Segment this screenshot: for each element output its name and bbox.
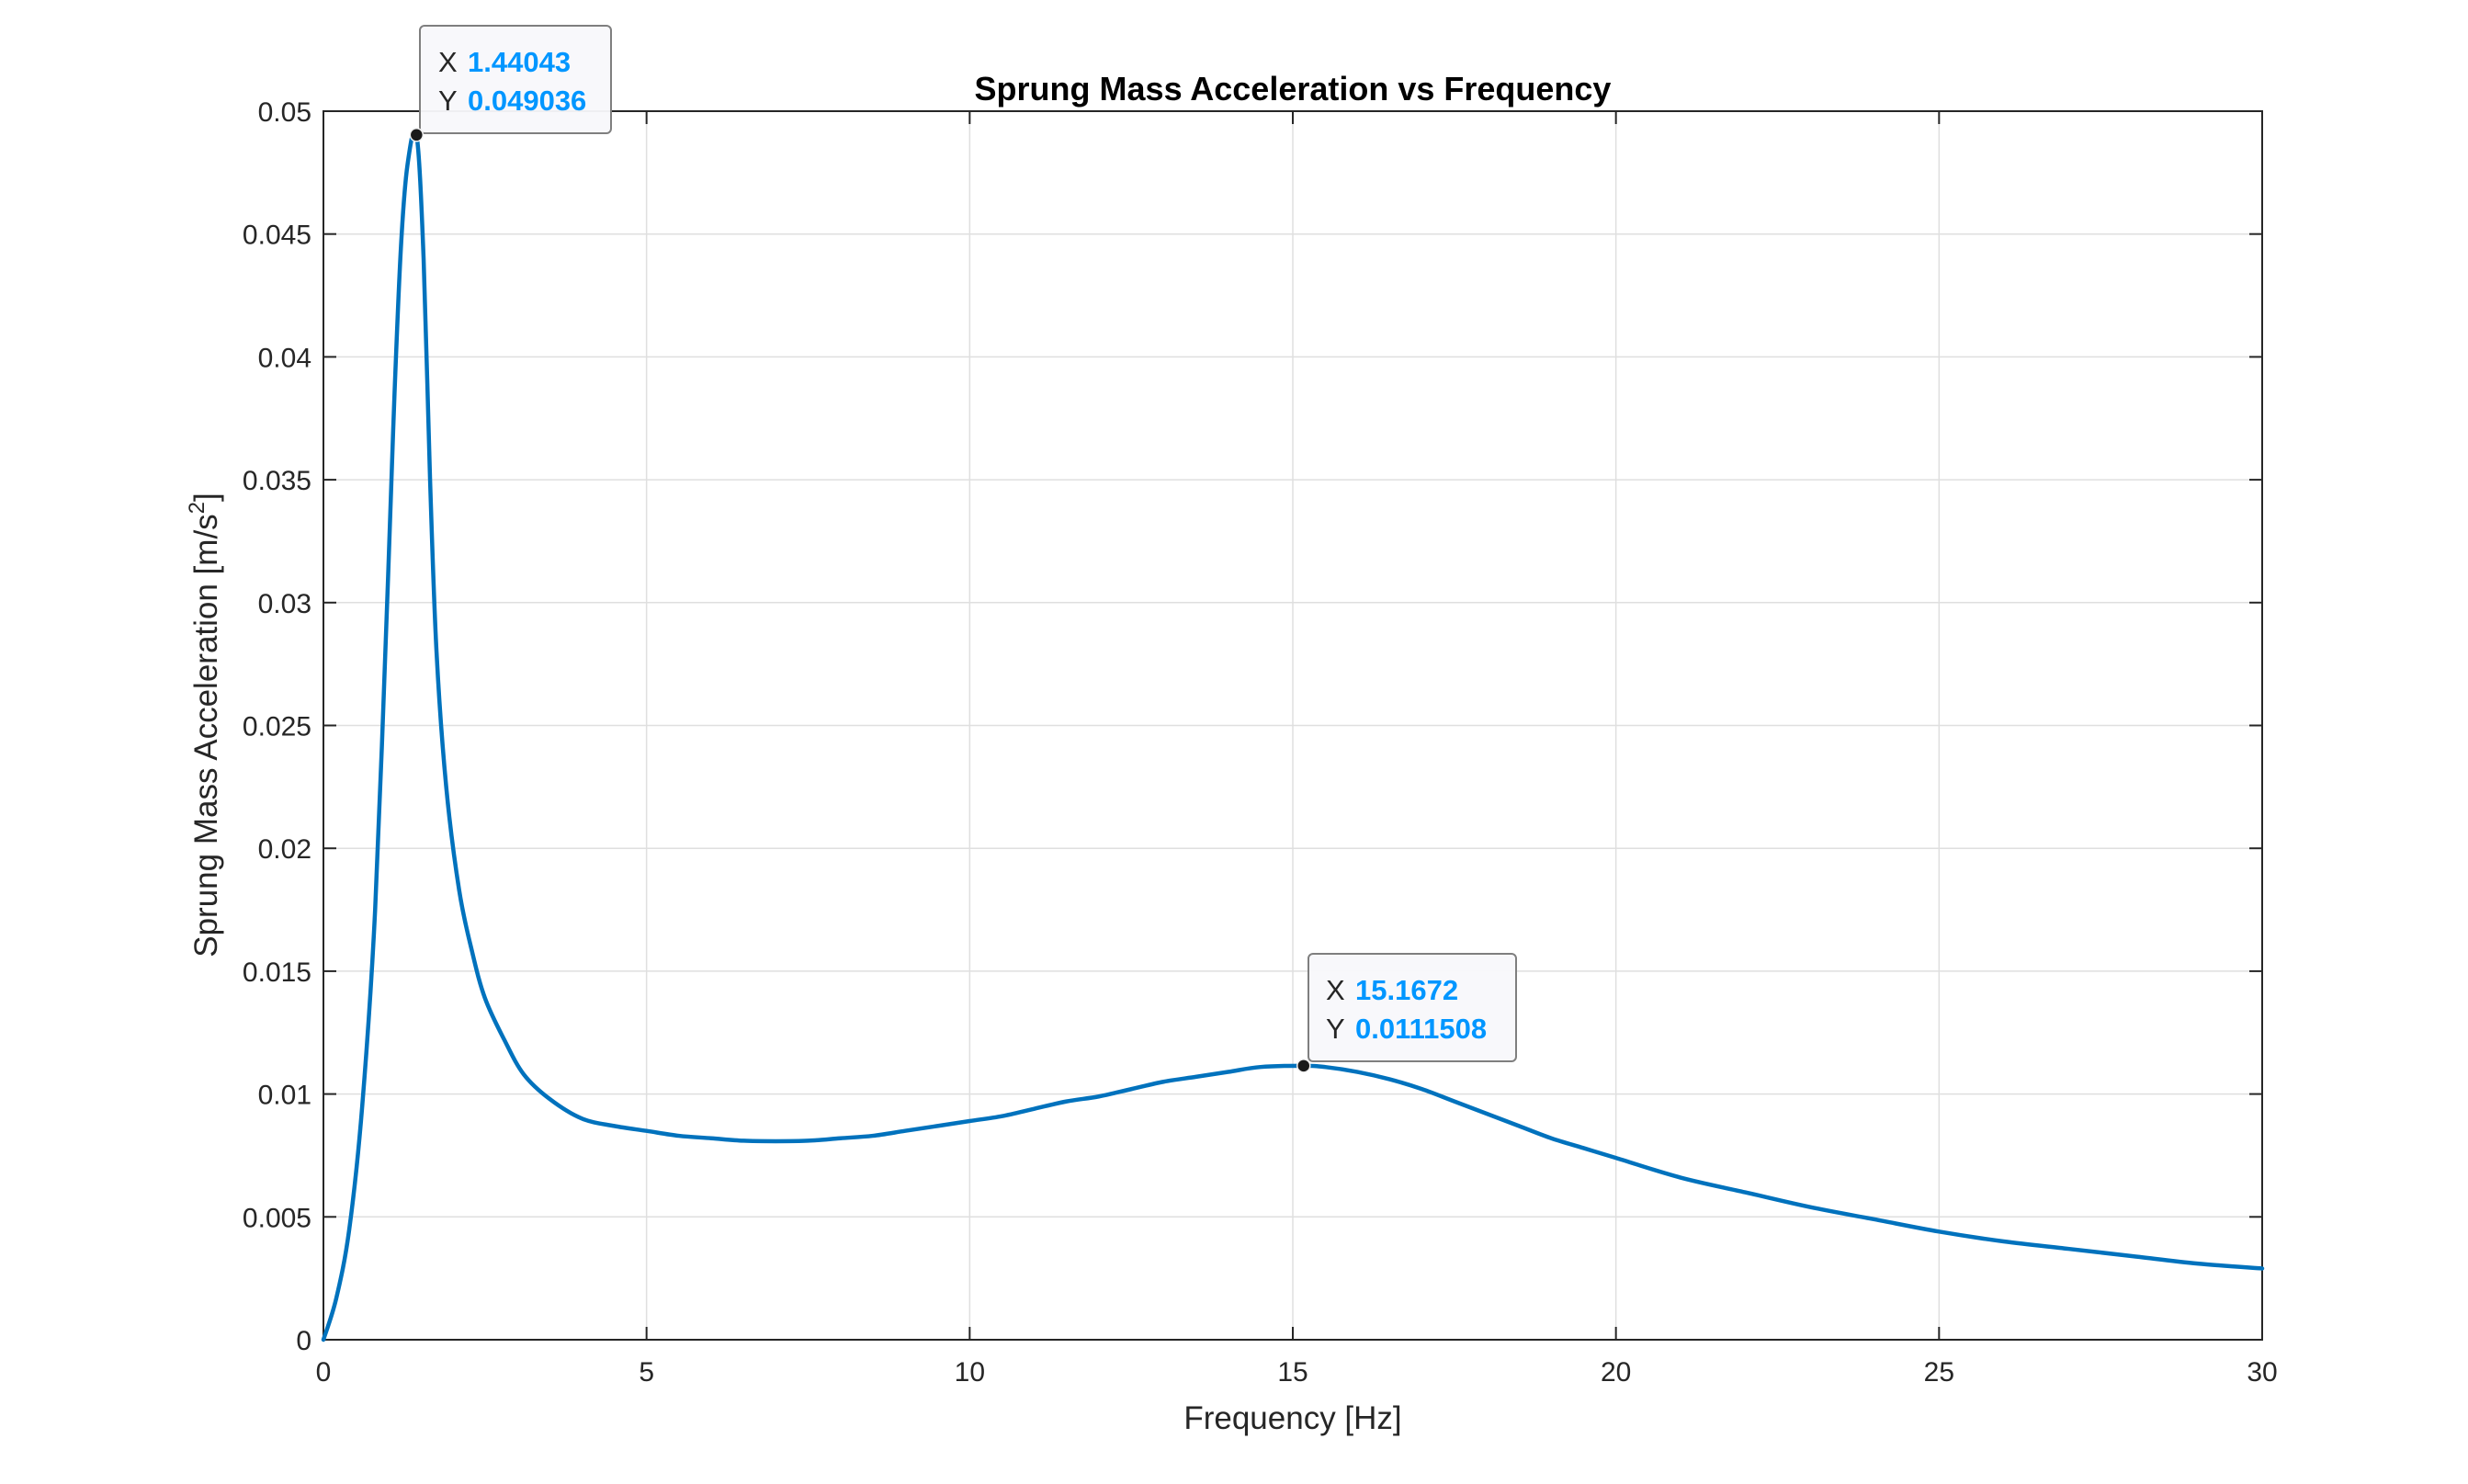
chart-title: Sprung Mass Acceleration vs Frequency: [975, 70, 1612, 108]
plot-area-border: [323, 110, 2263, 1341]
x-tick-label: 0: [316, 1357, 332, 1388]
x-tick-label: 10: [955, 1357, 985, 1388]
datatip-peak-1[interactable]: X 1.44043 Y 0.049036: [409, 25, 612, 142]
series-line: [321, 128, 2265, 1342]
y-tick-label: 0.035: [243, 466, 311, 496]
datatip-y-value: 0.049036: [468, 85, 586, 117]
x-tick-label: 20: [1601, 1357, 1631, 1388]
x-tick-labels: 0 5 10 15 20 25 30: [316, 1357, 2278, 1388]
datatip-x-value: 15.1672: [1355, 974, 1458, 1006]
datatip-box: [419, 25, 612, 134]
y-tick-label: 0.03: [258, 589, 311, 619]
datatip-x-value: 1.44043: [468, 46, 571, 78]
y-tick-label: 0: [296, 1326, 311, 1356]
y-tick-label: 0.045: [243, 221, 311, 251]
datatip-box: [1308, 953, 1517, 1062]
datatip-marker[interactable]: [1296, 1059, 1311, 1073]
y-tick-label: 0.02: [258, 834, 311, 865]
datatip-x-key: X: [438, 46, 458, 78]
datatip-y-key: Y: [438, 85, 458, 117]
y-tick-label: 0.005: [243, 1203, 311, 1233]
y-tick-label: 0.015: [243, 957, 311, 988]
x-tick-label: 30: [2247, 1357, 2277, 1388]
x-axis-label: Frequency [Hz]: [1183, 1400, 1401, 1436]
y-tick-label: 0.04: [258, 343, 311, 373]
datatips: X 1.44043 Y 0.049036 X 15.1672 Y 0.01115…: [409, 25, 1517, 1073]
datatip-marker[interactable]: [409, 128, 425, 142]
x-tick-label: 25: [1924, 1357, 1954, 1388]
x-tick-label: 5: [639, 1357, 654, 1388]
x-tick-label: 15: [1277, 1357, 1308, 1388]
y-tick-label: 0.05: [258, 97, 311, 128]
y-axis-label-text: Sprung Mass Acceleration [m/s: [188, 514, 224, 957]
y-tick-label: 0.025: [243, 712, 311, 742]
y-axis-label-suffix: ]: [188, 493, 224, 502]
y-tick-labels: 0 0.005 0.01 0.015 0.02 0.025 0.03 0.035 0.04 0.0…: [243, 97, 311, 1356]
y-axis-label-superscript: 2: [185, 502, 209, 514]
y-tick-label: 0.01: [258, 1081, 311, 1111]
datatip-peak-2[interactable]: X 15.1672 Y 0.0111508: [1296, 953, 1517, 1073]
datatip-y-key: Y: [1326, 1013, 1345, 1045]
datatip-y-value: 0.0111508: [1355, 1013, 1487, 1045]
y-axis-label: Sprung Mass Acceleration [m/s2]: [185, 493, 224, 957]
datatip-x-key: X: [1326, 974, 1345, 1006]
